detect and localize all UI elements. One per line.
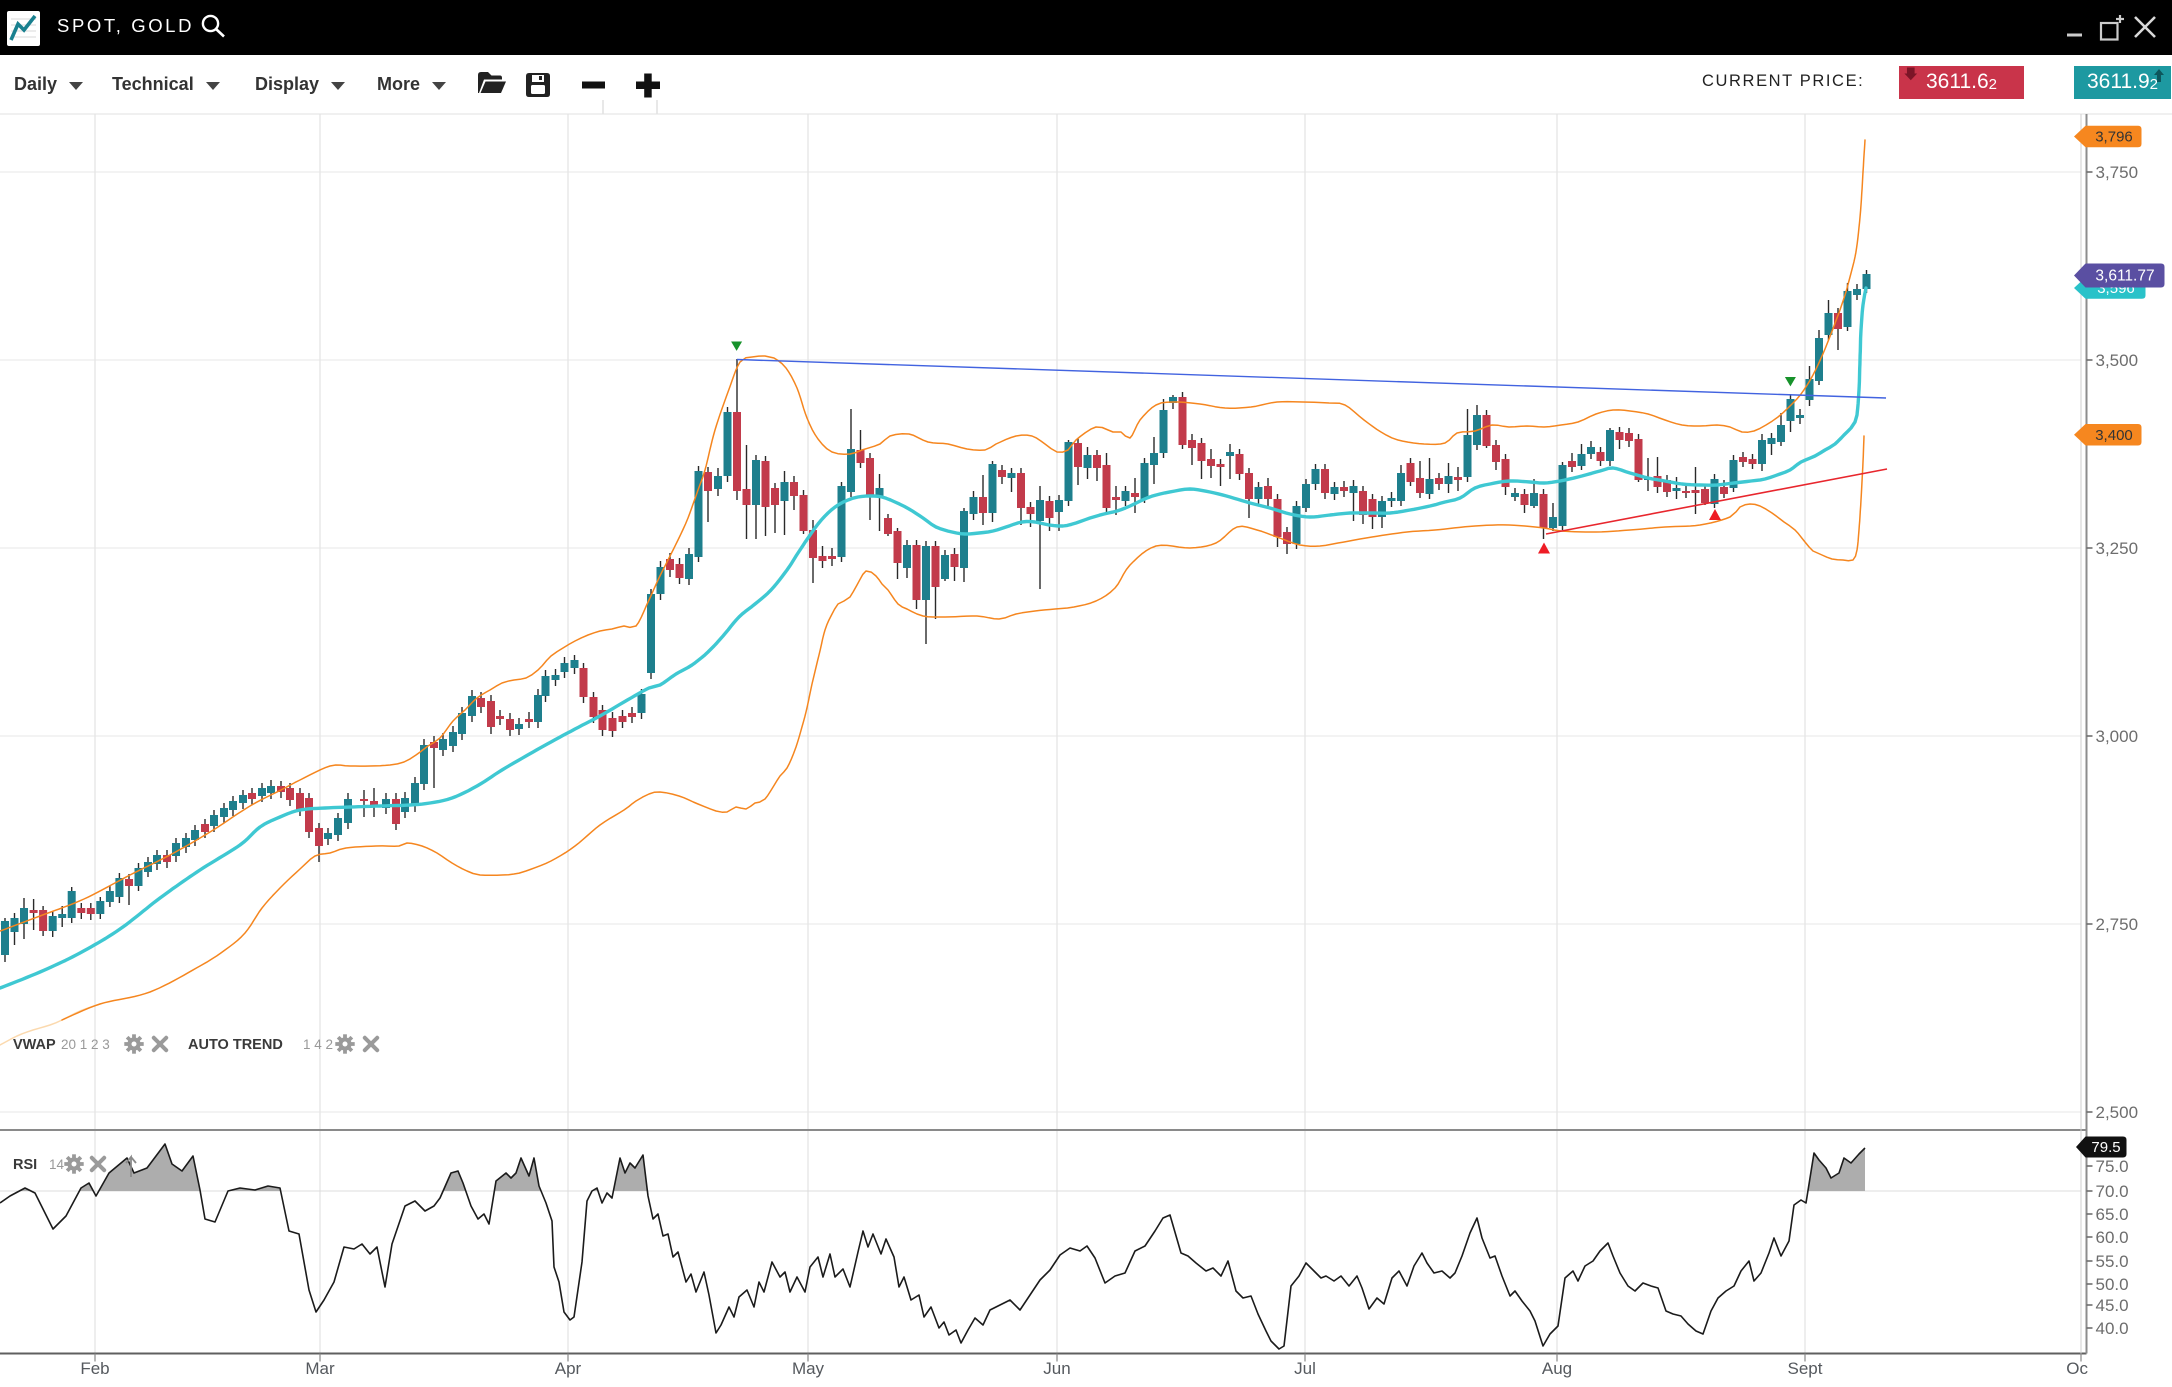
- svg-text:1 4 2: 1 4 2: [303, 1037, 333, 1052]
- svg-text:2,500: 2,500: [2096, 1103, 2139, 1122]
- svg-text:3,250: 3,250: [2096, 539, 2139, 558]
- svg-text:40.0: 40.0: [2096, 1319, 2129, 1338]
- svg-text:Mar: Mar: [305, 1359, 335, 1378]
- svg-text:May: May: [792, 1359, 825, 1378]
- svg-text:2,750: 2,750: [2096, 915, 2139, 934]
- svg-text:3,400: 3,400: [2095, 427, 2133, 444]
- svg-text:60.0: 60.0: [2096, 1228, 2129, 1247]
- svg-text:45.0: 45.0: [2096, 1296, 2129, 1315]
- svg-text:55.0: 55.0: [2096, 1252, 2129, 1271]
- svg-text:3,611.77: 3,611.77: [2095, 268, 2154, 285]
- svg-text:Jul: Jul: [1294, 1359, 1316, 1378]
- svg-text:Oc: Oc: [2066, 1359, 2088, 1378]
- svg-text:RSI: RSI: [13, 1157, 37, 1173]
- svg-text:3,750: 3,750: [2096, 163, 2139, 182]
- svg-text:AUTO TREND: AUTO TREND: [188, 1037, 283, 1053]
- svg-text:VWAP: VWAP: [13, 1037, 56, 1053]
- svg-text:50.0: 50.0: [2096, 1275, 2129, 1294]
- svg-text:3,500: 3,500: [2096, 351, 2139, 370]
- svg-text:75.0: 75.0: [2096, 1157, 2129, 1176]
- svg-text:Sept: Sept: [1788, 1359, 1823, 1378]
- svg-text:3,000: 3,000: [2096, 727, 2139, 746]
- svg-text:Jun: Jun: [1043, 1359, 1070, 1378]
- svg-text:79.5: 79.5: [2091, 1139, 2120, 1156]
- svg-text:70.0: 70.0: [2096, 1182, 2129, 1201]
- svg-text:Aug: Aug: [1542, 1359, 1572, 1378]
- svg-text:Feb: Feb: [80, 1359, 109, 1378]
- svg-text:Apr: Apr: [555, 1359, 582, 1378]
- svg-text:14: 14: [49, 1157, 65, 1172]
- svg-text:20 1 2 3: 20 1 2 3: [61, 1037, 110, 1052]
- svg-text:65.0: 65.0: [2096, 1205, 2129, 1224]
- svg-text:3,796: 3,796: [2095, 129, 2133, 146]
